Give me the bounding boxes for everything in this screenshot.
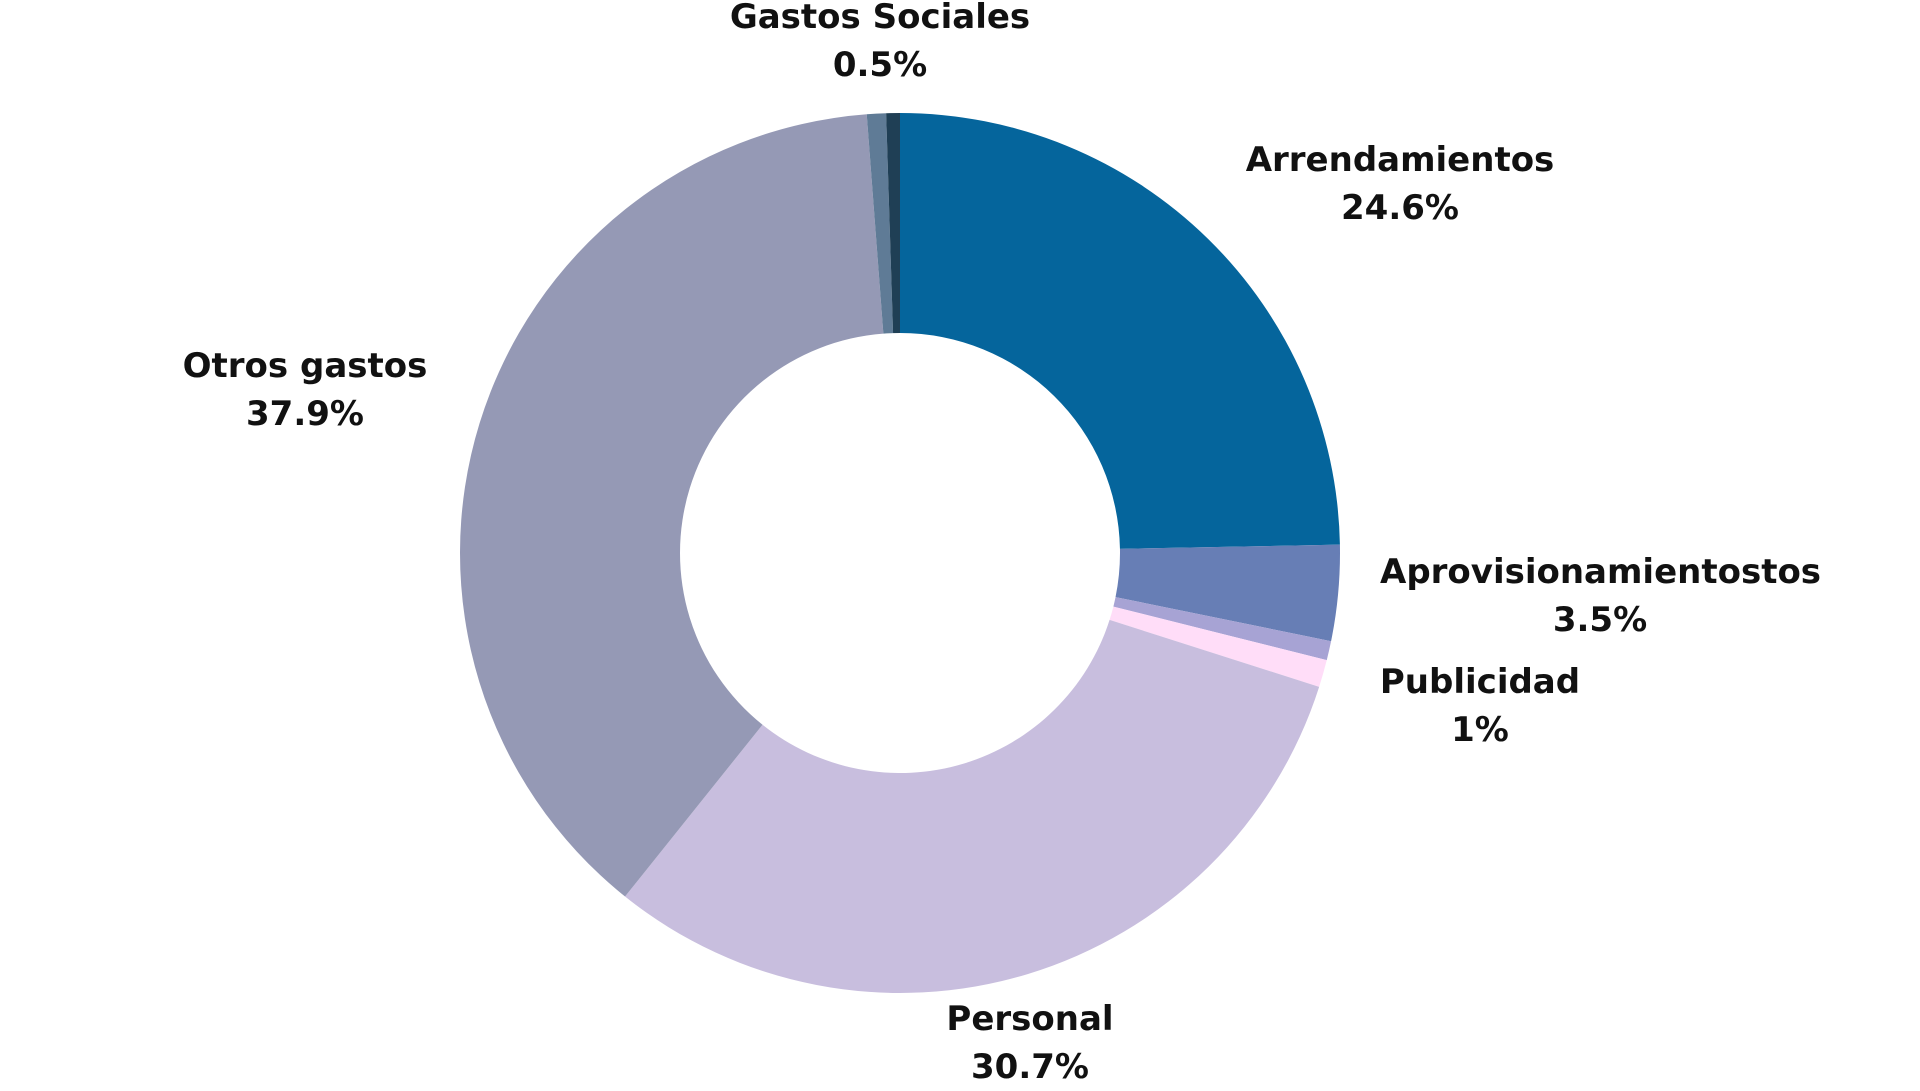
label-name: Personal [946,999,1114,1039]
label-value: 1% [1451,710,1509,750]
label-personal: Personal 30.7% [880,995,1180,1091]
label-name: Arrendamientos [1245,140,1555,180]
label-value: 37.9% [246,394,364,434]
slice-aprovisionamientostos [1115,544,1340,642]
slice-minor-slice-6 [866,113,894,334]
label-value: 3.5% [1552,600,1648,640]
slice-arrendamientos [900,113,1340,549]
label-otros-gastos: Otros gastos 37.9% [155,342,455,438]
slice-minor-slice-2 [1113,597,1332,661]
label-arrendamientos: Arrendamientos 24.6% [1200,136,1600,232]
label-aprovisionamientostos: Aprovisionamientostos 3.5% [1380,548,1822,644]
label-name: Otros gastos [182,346,428,386]
label-name: Publicidad [1379,662,1581,702]
slice-publicidad [1109,606,1327,687]
label-value: 24.6% [1341,188,1459,228]
label-name: Aprovisionamientostos [1380,552,1822,592]
label-gastos-sociales: Gastos Sociales 0.5% [680,0,1080,89]
slice-gastos-sociales [886,113,900,334]
slice-otros-gastos [460,114,884,897]
label-value: 0.5% [832,45,928,85]
label-name: Gastos Sociales [729,0,1031,37]
slice-personal [625,619,1320,993]
label-value: 30.7% [971,1047,1089,1087]
label-publicidad: Publicidad 1% [1330,658,1630,754]
